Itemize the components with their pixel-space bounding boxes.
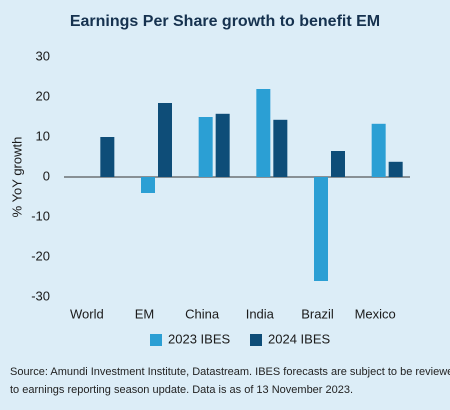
legend-label: 2023 IBES — [168, 331, 230, 346]
y-tick-label: -30 — [31, 288, 50, 303]
legend-label: 2024 IBES — [268, 331, 330, 346]
bar — [314, 177, 328, 281]
bar — [158, 103, 172, 177]
source-line: to earnings reporting season update. Dat… — [10, 384, 353, 396]
legend-swatch — [250, 334, 262, 346]
bar — [215, 113, 230, 177]
chart-title: Earnings Per Share growth to benefit EM — [70, 13, 380, 30]
y-tick-label: 20 — [36, 88, 50, 103]
x-tick-label: World — [70, 306, 104, 321]
x-tick-label: China — [185, 306, 220, 321]
bar — [371, 123, 386, 177]
y-tick-label: 0 — [43, 168, 50, 183]
legend-swatch — [150, 334, 162, 346]
bar — [273, 119, 288, 177]
x-tick-label: EM — [135, 306, 155, 321]
source-line: Source: Amundi Investment Institute, Dat… — [10, 366, 450, 378]
x-tick-label: India — [246, 306, 275, 321]
y-tick-label: -20 — [31, 248, 50, 263]
bar — [256, 89, 271, 177]
bar — [198, 117, 213, 177]
y-axis-title: % YoY growth — [9, 137, 24, 218]
bar — [100, 137, 115, 177]
x-tick-label: Brazil — [301, 306, 334, 321]
y-tick-label: -10 — [31, 208, 50, 223]
x-tick-label: Mexico — [355, 306, 396, 321]
bar — [141, 177, 155, 193]
bar — [331, 151, 345, 177]
bar — [388, 161, 403, 177]
y-tick-label: 10 — [36, 128, 50, 143]
y-tick-label: 30 — [36, 48, 50, 63]
